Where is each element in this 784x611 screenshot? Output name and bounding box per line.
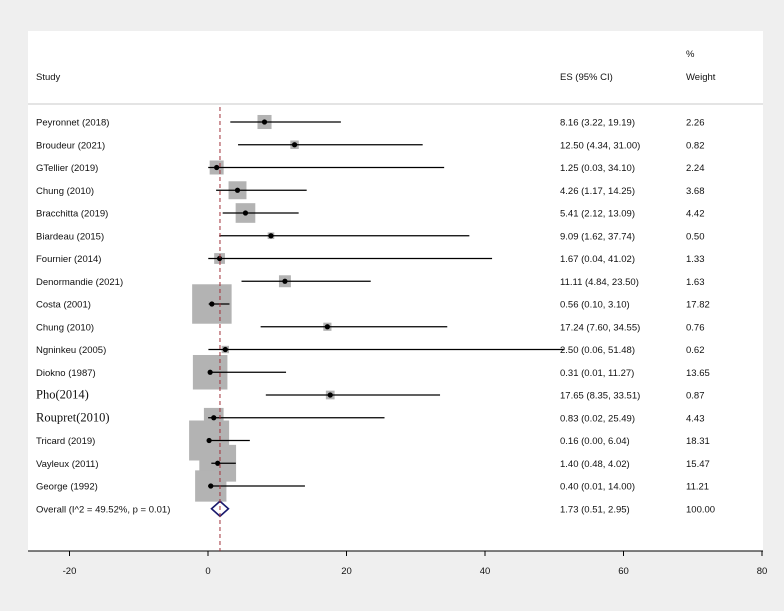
es-ci-value: 17.24 (7.60, 34.55) bbox=[560, 322, 640, 333]
study-name: Costa (2001) bbox=[36, 300, 91, 311]
study-name: Chung (2010) bbox=[36, 186, 94, 197]
point-estimate bbox=[282, 278, 288, 284]
study-name: Peyronnet (2018) bbox=[36, 118, 109, 129]
weight-value: 0.62 bbox=[686, 345, 705, 356]
study-row: Broudeur (2021) 12.50 (4.34, 31.00) 0.82 bbox=[36, 140, 705, 151]
weight-value: 4.42 bbox=[686, 209, 705, 220]
point-estimate bbox=[206, 437, 212, 444]
study-row: Denormandie (2021) 11.11 (4.84, 23.50) 1.6… bbox=[36, 275, 705, 288]
study-header: Study bbox=[36, 72, 61, 83]
point-estimate bbox=[214, 164, 220, 171]
study-row: Diokno (1987) 0.31 (0.01, 11.27) 13.65 bbox=[36, 354, 710, 390]
es-ci-value: 5.41 (2.12, 13.09) bbox=[560, 209, 635, 220]
es-ci-value: 4.26 (1.17, 14.25) bbox=[560, 186, 635, 197]
overall-es-ci: 1.73 (0.51, 2.95) bbox=[560, 504, 630, 515]
weight-value: 2.26 bbox=[686, 118, 705, 129]
es-ci-value: 1.40 (0.48, 4.02) bbox=[560, 459, 630, 470]
es-ci-value: 0.40 (0.01, 14.00) bbox=[560, 482, 635, 493]
x-tick-label: 20 bbox=[341, 566, 352, 577]
study-row: Pho(2014) 17.65 (8.35, 33.51) 0.87 bbox=[36, 388, 705, 402]
weight-value: 17.82 bbox=[686, 300, 710, 311]
weight-value: 4.43 bbox=[686, 413, 705, 424]
weight-value: 11.21 bbox=[686, 482, 709, 493]
point-estimate bbox=[234, 187, 241, 193]
study-name: Bracchitta (2019) bbox=[36, 209, 108, 220]
study-row: Fournier (2014) 1.67 (0.04, 41.02) 1.33 bbox=[36, 253, 705, 265]
weight-value: 0.50 bbox=[686, 231, 705, 242]
study-row: Costa (2001) 0.56 (0.10, 3.10) 17.82 bbox=[36, 284, 710, 324]
es-ci-value: 17.65 (8.35, 33.51) bbox=[560, 391, 640, 402]
es-ci-value: 11.11 (4.84, 23.50) bbox=[560, 277, 639, 288]
study-row: Bracchitta (2019) 5.41 (2.12, 13.09) 4.42 bbox=[36, 203, 705, 223]
point-estimate bbox=[261, 119, 268, 125]
study-name: Chung (2010) bbox=[36, 322, 94, 333]
weight-value: 15.47 bbox=[686, 459, 710, 470]
study-row: Ngninkeu (2005) 2.50 (0.06, 51.48) 0.62 bbox=[36, 345, 705, 356]
point-estimate bbox=[291, 142, 298, 148]
es-ci-value: 1.25 (0.03, 34.10) bbox=[560, 163, 635, 174]
study-row: Chung (2010) 17.24 (7.60, 34.55) 0.76 bbox=[36, 322, 705, 333]
weight-value: 0.87 bbox=[686, 391, 705, 402]
es-ci-value: 0.83 (0.02, 25.49) bbox=[560, 413, 635, 424]
weight-percent-header: % bbox=[686, 49, 695, 60]
study-name: Roupret(2010) bbox=[36, 410, 110, 424]
study-name: Tricard (2019) bbox=[36, 436, 95, 447]
x-tick-label: 80 bbox=[757, 566, 768, 577]
es-ci-value: 0.16 (0.00, 6.04) bbox=[560, 436, 630, 447]
weight-value: 1.63 bbox=[686, 277, 705, 288]
study-name: Vayleux (2011) bbox=[36, 459, 99, 470]
point-estimate bbox=[208, 483, 214, 489]
weight-value: 0.76 bbox=[686, 322, 705, 333]
study-rows: Peyronnet (2018) 8.16 (3.22, 19.19) 2.26 Br… bbox=[36, 114, 710, 502]
x-tick-label: 60 bbox=[618, 566, 629, 577]
overall-weight: 100.00 bbox=[686, 504, 715, 515]
study-row: Biardeau (2015) 9.09 (1.62, 37.74) 0.50 bbox=[36, 231, 705, 242]
point-estimate bbox=[211, 415, 217, 421]
es-header: ES (95% CI) bbox=[560, 72, 613, 83]
x-tick-label: 0 bbox=[205, 566, 210, 577]
es-ci-value: 0.56 (0.10, 3.10) bbox=[560, 300, 630, 311]
point-estimate bbox=[207, 369, 213, 375]
es-ci-value: 0.31 (0.01, 11.27) bbox=[560, 368, 634, 379]
study-row: George (1992) 0.40 (0.01, 14.00) 11.21 bbox=[36, 470, 709, 502]
point-estimate bbox=[209, 301, 215, 307]
study-row: Peyronnet (2018) 8.16 (3.22, 19.19) 2.26 bbox=[36, 114, 705, 130]
weight-value: 13.65 bbox=[686, 368, 710, 379]
study-name: Denormandie (2021) bbox=[36, 277, 123, 288]
study-name: Pho(2014) bbox=[36, 388, 89, 402]
study-name: Diokno (1987) bbox=[36, 368, 96, 379]
es-ci-value: 1.67 (0.04, 41.02) bbox=[560, 254, 635, 265]
x-tick-label: 40 bbox=[480, 566, 491, 577]
weight-value: 2.24 bbox=[686, 163, 705, 174]
plot-panel bbox=[28, 31, 763, 551]
point-estimate bbox=[215, 460, 221, 466]
study-name: Biardeau (2015) bbox=[36, 231, 104, 242]
study-name: Broudeur (2021) bbox=[36, 140, 105, 151]
es-ci-value: 9.09 (1.62, 37.74) bbox=[560, 231, 635, 242]
study-name: Ngninkeu (2005) bbox=[36, 345, 106, 356]
study-name: George (1992) bbox=[36, 482, 98, 493]
x-axis-ticks: -20 0 20 40 60 80 bbox=[63, 551, 768, 577]
point-estimate bbox=[216, 255, 223, 262]
es-ci-value: 12.50 (4.34, 31.00) bbox=[560, 140, 640, 151]
study-name: GTellier (2019) bbox=[36, 163, 98, 174]
x-tick-label: -20 bbox=[63, 566, 77, 577]
point-estimate bbox=[324, 324, 330, 330]
point-estimate bbox=[327, 392, 333, 398]
weight-value: 3.68 bbox=[686, 186, 705, 197]
weight-value: 1.33 bbox=[686, 254, 705, 265]
point-estimate bbox=[222, 346, 228, 353]
es-ci-value: 2.50 (0.06, 51.48) bbox=[560, 345, 635, 356]
overall-label: Overall (I^2 = 49.52%, p = 0.01) bbox=[36, 504, 170, 515]
study-row: Chung (2010) 4.26 (1.17, 14.25) 3.68 bbox=[36, 181, 705, 200]
point-estimate bbox=[242, 210, 249, 216]
weight-header: Weight bbox=[686, 72, 716, 83]
weight-value: 18.31 bbox=[686, 436, 710, 447]
weight-value: 0.82 bbox=[686, 140, 705, 151]
es-ci-value: 8.16 (3.22, 19.19) bbox=[560, 118, 635, 129]
point-estimate bbox=[268, 233, 274, 239]
study-name: Fournier (2014) bbox=[36, 254, 101, 265]
